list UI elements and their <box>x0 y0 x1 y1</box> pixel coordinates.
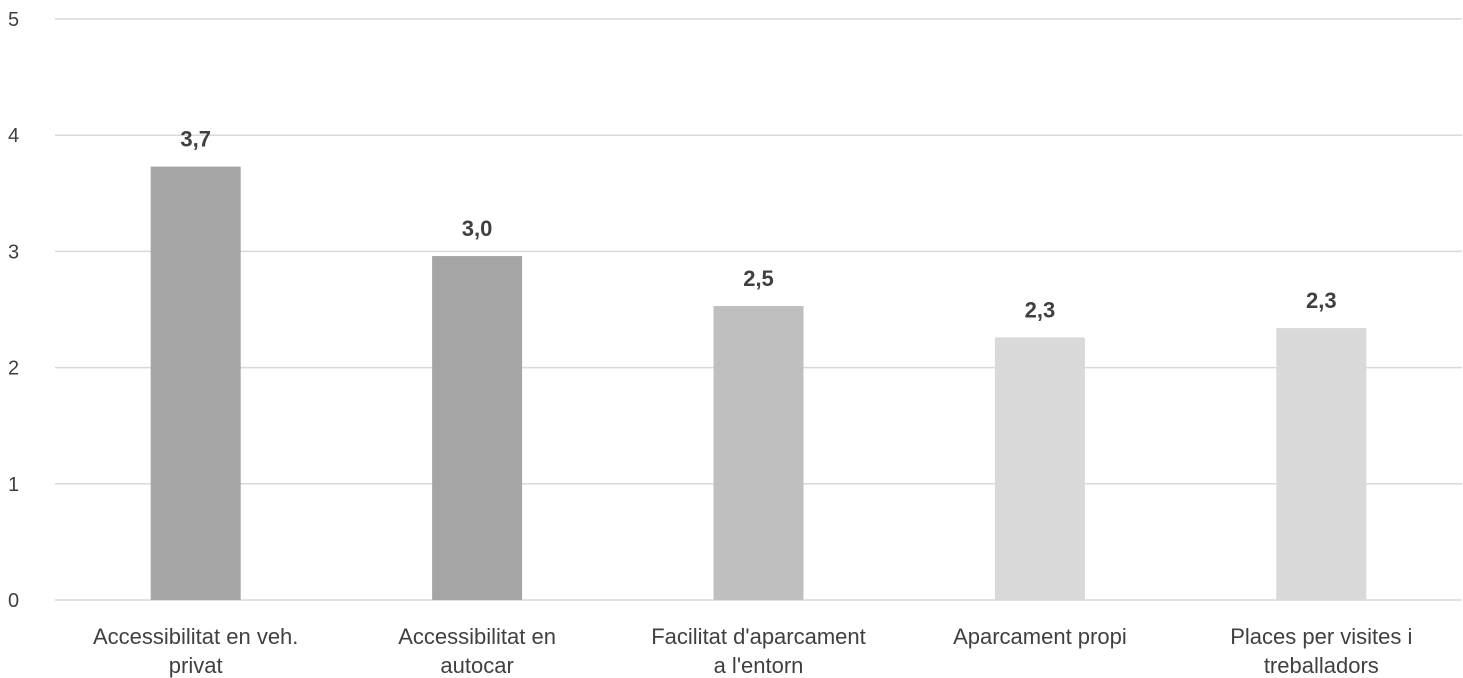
data-labels: 3,7 3,0 2,5 2,3 2,3 <box>180 127 1336 323</box>
category-label: Places per visites i treballadors <box>1230 624 1412 678</box>
y-tick-label: 3 <box>8 241 19 263</box>
y-axis-tick-labels: 0 1 2 3 4 5 <box>8 9 19 612</box>
y-tick-label: 5 <box>8 9 19 31</box>
category-label: Facilitat d'aparcament a l'entorn <box>651 624 866 678</box>
category-label-line: Places per visites i <box>1230 624 1412 649</box>
y-tick-label: 0 <box>8 590 19 612</box>
category-label-line: Facilitat d'aparcament <box>651 624 866 649</box>
category-label: Accessibilitat en veh. privat <box>93 624 298 678</box>
category-label-line: Accessibilitat en veh. <box>93 624 298 649</box>
category-label-line: treballadors <box>1264 653 1379 678</box>
bar <box>432 256 523 600</box>
bar <box>713 306 804 600</box>
category-label-line: Aparcament propi <box>953 624 1127 649</box>
category-label-line: Accessibilitat en <box>398 624 556 649</box>
data-label: 2,3 <box>1025 297 1056 322</box>
bar <box>150 166 241 600</box>
category-label-line: autocar <box>440 653 513 678</box>
category-label: Aparcament propi <box>953 624 1127 649</box>
y-tick-label: 4 <box>8 125 19 147</box>
data-label: 3,0 <box>462 216 493 241</box>
bars <box>150 166 1367 600</box>
y-tick-label: 1 <box>8 474 19 496</box>
data-label: 2,5 <box>743 266 774 291</box>
category-label-line: a l'entorn <box>714 653 804 678</box>
data-label: 2,3 <box>1306 288 1337 313</box>
bar <box>1276 328 1367 600</box>
data-label: 3,7 <box>180 127 211 152</box>
category-label-line: privat <box>169 653 223 678</box>
x-axis-category-labels: Accessibilitat en veh.privatAccessibilit… <box>93 624 1412 678</box>
category-label: Accessibilitat en autocar <box>398 624 556 678</box>
y-tick-label: 2 <box>8 358 19 380</box>
bar <box>994 337 1085 600</box>
